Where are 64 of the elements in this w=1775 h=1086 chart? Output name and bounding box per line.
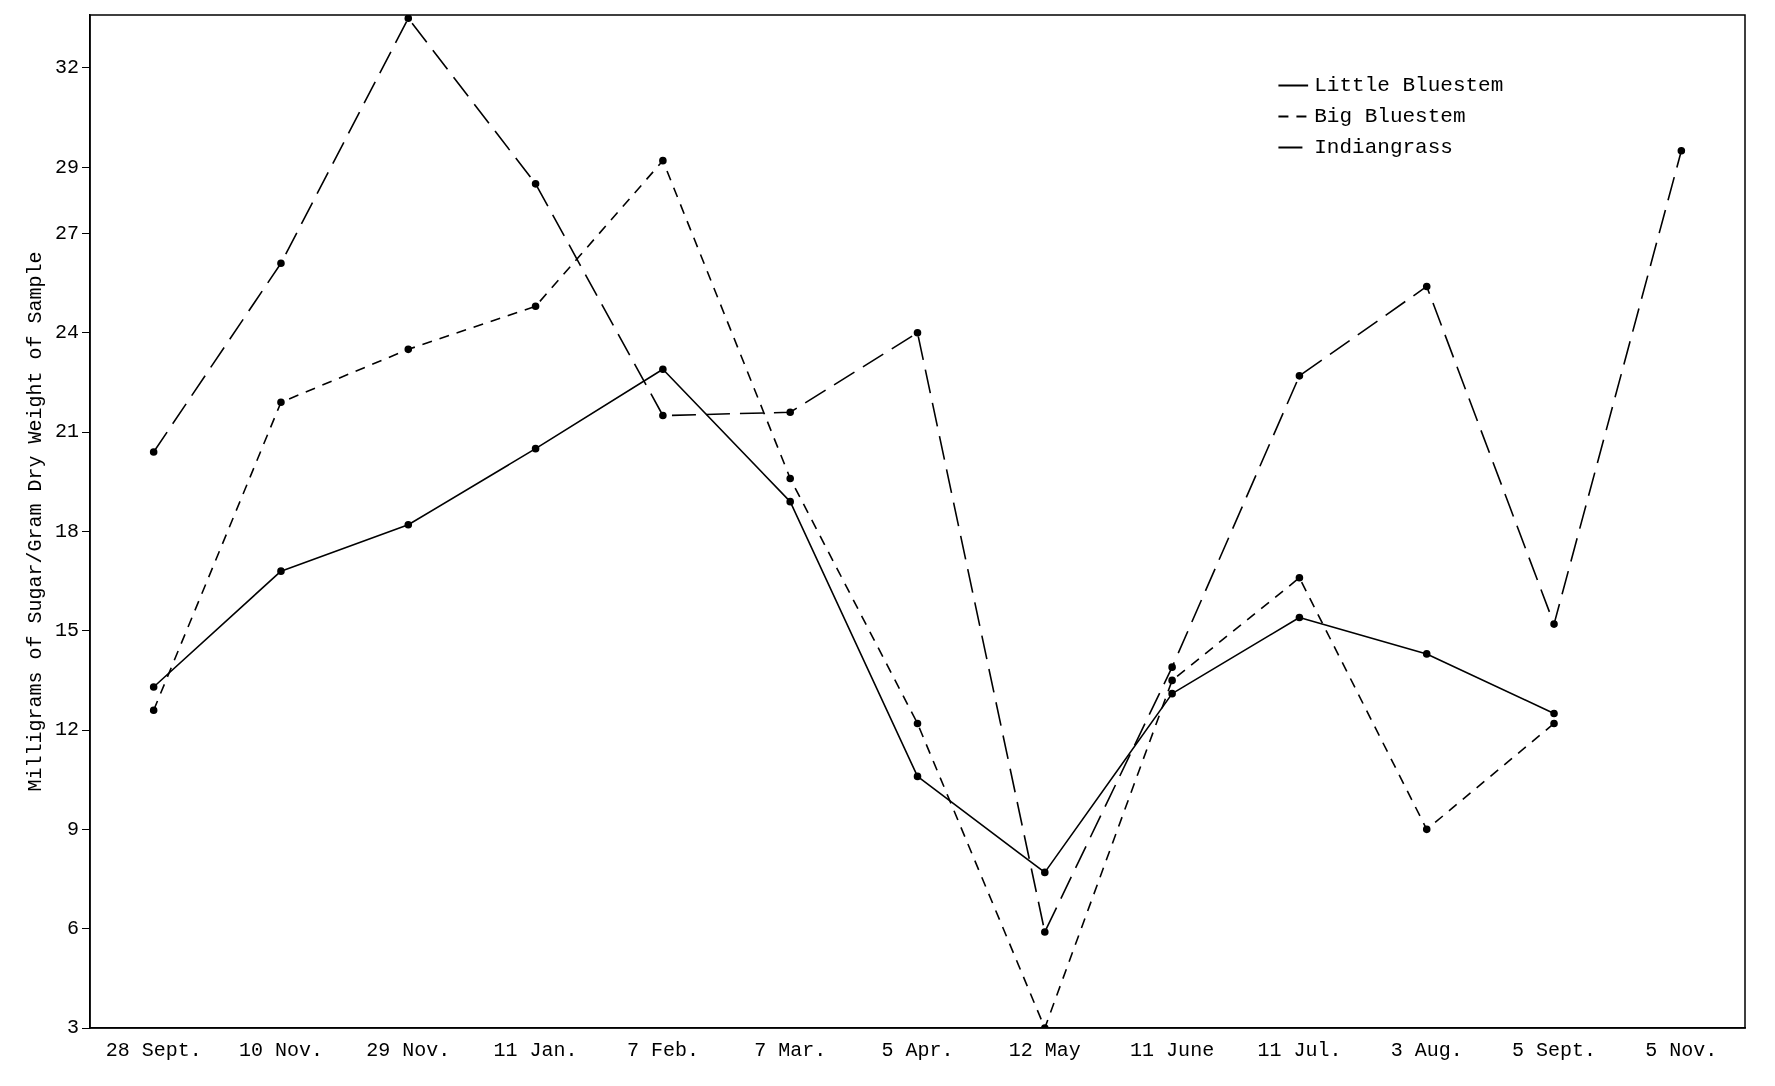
point — [404, 521, 413, 529]
legend-label: Indiangrass — [1314, 136, 1453, 160]
y-tick-label: 24 — [54, 321, 79, 345]
x-tick-label: 28 Sept. — [105, 1039, 202, 1063]
point — [913, 772, 922, 781]
x-tick-label: 11 Jan. — [493, 1039, 578, 1063]
x-tick-label: 5 Apr. — [881, 1039, 954, 1063]
point — [531, 444, 540, 453]
point — [531, 302, 540, 311]
x-tick-label: 10 Nov. — [238, 1039, 323, 1063]
point — [277, 259, 285, 268]
y-tick-label: 9 — [66, 817, 79, 841]
x-tick-label: 11 June — [1130, 1039, 1215, 1063]
point — [1168, 676, 1176, 685]
point — [913, 329, 922, 337]
point — [1041, 928, 1049, 936]
x-tick-label: 11 Jul. — [1257, 1039, 1342, 1063]
x-tick-label: 7 Feb. — [626, 1039, 699, 1063]
x-tick-label: 5 Sept. — [1512, 1039, 1597, 1063]
point — [1422, 825, 1431, 834]
x-tick-label: 29 Nov. — [366, 1039, 451, 1063]
point — [404, 15, 413, 23]
point — [531, 180, 540, 188]
y-tick-label: 15 — [54, 619, 79, 643]
point — [786, 497, 794, 506]
y-tick-label: 6 — [66, 916, 79, 940]
point — [1550, 709, 1558, 718]
y-tick-label: 27 — [54, 221, 79, 245]
point — [277, 398, 285, 407]
point — [659, 365, 667, 374]
point — [277, 567, 285, 575]
point — [786, 474, 794, 483]
point — [1295, 613, 1304, 622]
point — [1168, 663, 1176, 671]
legend-label: Big Bluestem — [1314, 105, 1466, 129]
point — [1550, 719, 1558, 728]
y-tick-label: 12 — [54, 718, 79, 742]
y-tick-label: 18 — [54, 519, 79, 543]
point — [786, 408, 794, 417]
point — [659, 156, 667, 165]
legend-label: Little Bluestem — [1314, 74, 1504, 98]
point — [659, 411, 667, 420]
point — [404, 345, 413, 354]
point — [1550, 620, 1558, 628]
y-axis-title: Milligrams of Sugar/Gram Dry Weight of Sample — [24, 251, 48, 792]
point — [1422, 282, 1431, 291]
y-tick-label: 32 — [54, 56, 79, 80]
point — [1168, 689, 1176, 698]
x-tick-label: 3 Aug. — [1390, 1039, 1463, 1063]
point — [1677, 146, 1686, 155]
point — [1295, 573, 1304, 582]
point — [1295, 372, 1304, 380]
point — [149, 706, 158, 714]
y-tick-label: 3 — [66, 1016, 79, 1040]
point — [1041, 868, 1049, 877]
point — [149, 448, 158, 456]
x-tick-label: 5 Nov. — [1645, 1039, 1718, 1063]
point — [913, 719, 922, 728]
y-tick-label: 29 — [54, 155, 79, 179]
point — [1422, 650, 1431, 658]
y-tick-label: 21 — [54, 420, 79, 444]
x-tick-label: 12 May — [1008, 1039, 1081, 1063]
x-tick-label: 7 Mar. — [754, 1039, 827, 1063]
point — [149, 683, 158, 691]
